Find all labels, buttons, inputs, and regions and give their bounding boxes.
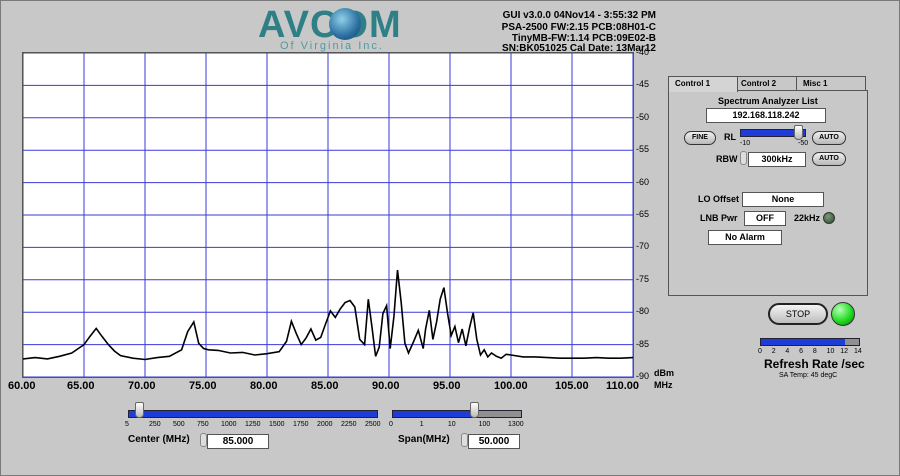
fine-button[interactable]: FINE [684, 131, 716, 145]
center-tick-label: 1500 [269, 421, 285, 428]
x-tick-label: 95.00 [433, 380, 461, 392]
globe-logo-icon [329, 8, 361, 40]
rl-slider-knob[interactable] [794, 125, 803, 140]
sa-temp-label: SA Temp: 45 degC [779, 372, 838, 379]
x-tick-label: 60.00 [8, 380, 36, 392]
refresh-tick-label: 8 [812, 348, 817, 355]
center-tick-label: 1000 [221, 421, 237, 428]
center-tick-label: 2000 [317, 421, 333, 428]
span-slider-track[interactable] [392, 410, 522, 418]
y-tick-label: -50 [636, 111, 650, 122]
x-tick-label: 110.00 [606, 380, 640, 392]
center-stepper[interactable] [200, 433, 207, 447]
refresh-tick-label: 14 [854, 348, 862, 355]
x-tick-label: 90.00 [372, 380, 400, 392]
span-tick-label: 100 [478, 421, 491, 428]
refresh-tick-label: 6 [799, 348, 804, 355]
center-tick-label: 500 [173, 421, 185, 428]
x-tick-label: 80.00 [250, 380, 278, 392]
y-tick-label: -40 [636, 47, 650, 57]
center-field[interactable]: 85.000 [207, 434, 269, 449]
tab-misc-1[interactable]: Misc 1 [796, 76, 866, 91]
refresh-tick-label: 2 [771, 348, 776, 355]
info-psa: PSA-2500 FW:2.15 PCB:08H01-C [501, 22, 656, 33]
tab-control-1[interactable]: Control 1 [668, 76, 738, 92]
span-tick-label: 1 [419, 421, 424, 428]
lo-offset-field[interactable]: None [742, 192, 824, 207]
y-tick-label: -85 [636, 338, 650, 349]
info-version: GUI v3.0.0 04Nov14 - 3:55:32 PM [502, 10, 656, 21]
info-serial: SN:BK051025 Cal Date: 13Mar12 [502, 43, 656, 54]
x-unit-label: MHz [654, 380, 673, 390]
22khz-led-icon [823, 212, 835, 224]
span-tick-label: 1300 [508, 421, 524, 428]
x-tick-label: 100.00 [494, 380, 528, 392]
ip-field[interactable]: 192.168.118.242 [706, 108, 826, 123]
refresh-slider-fill [761, 339, 846, 345]
center-tick-label: 2500 [365, 421, 381, 428]
analyzer-list-label: Spectrum Analyzer List [718, 96, 818, 106]
x-tick-label: 85.00 [311, 380, 339, 392]
y-tick-label: -80 [636, 306, 650, 317]
lnb-pwr-field[interactable]: OFF [744, 211, 786, 226]
span-field[interactable]: 50.000 [468, 434, 520, 449]
x-tick-label: 105.00 [555, 380, 589, 392]
y-tick-label: -60 [636, 176, 650, 187]
span-slider-knob[interactable] [469, 402, 479, 418]
info-tinymb: TinyMB-FW:1.14 PCB:09E02-B [511, 33, 656, 44]
center-slider-track[interactable] [128, 410, 378, 418]
spectrum-plot[interactable] [22, 52, 634, 378]
y-tick-label: -55 [636, 144, 650, 155]
refresh-tick-label: 4 [785, 348, 790, 355]
rl-auto-button[interactable]: AUTO [812, 131, 846, 145]
refresh-tick-label: 12 [840, 348, 849, 355]
y-unit-label: dBm [654, 368, 674, 378]
center-tick-label: 1750 [293, 421, 309, 428]
span-tick-label: 10 [447, 421, 456, 428]
run-status-led-icon [831, 302, 855, 326]
22khz-label: 22kHz [794, 213, 821, 223]
rbw-field[interactable]: 300kHz [748, 152, 806, 167]
x-tick-label: 75.00 [189, 380, 217, 392]
alarm-field: No Alarm [708, 230, 782, 245]
y-tick-label: -70 [636, 241, 650, 252]
lo-offset-label: LO Offset [698, 194, 740, 204]
center-tick-label: 750 [197, 421, 209, 428]
y-tick-label: -45 [636, 79, 650, 90]
center-label: Center (MHz) [128, 434, 190, 445]
rl-slider-track[interactable] [740, 129, 806, 137]
logo-subtitle: Of Virginia Inc. [280, 40, 384, 52]
refresh-rate-label: Refresh Rate /sec [764, 357, 865, 371]
center-tick-label: 1250 [245, 421, 261, 428]
rbw-auto-button[interactable]: AUTO [812, 152, 846, 166]
y-tick-label: -65 [636, 209, 650, 219]
rbw-label: RBW [716, 154, 738, 164]
center-slider-knob[interactable] [135, 402, 145, 418]
spectrum-trace [22, 270, 634, 361]
rbw-stepper[interactable] [740, 151, 747, 165]
rl-max-label: -50 [798, 140, 809, 147]
span-tick-label: 0 [389, 421, 393, 428]
spectrum-svg [22, 52, 634, 378]
x-tick-label: 70.00 [128, 380, 156, 392]
rl-min-label: -10 [740, 140, 751, 147]
stop-button[interactable]: STOP [768, 303, 828, 325]
refresh-tick-label: 0 [758, 348, 762, 355]
refresh-tick-label: 10 [826, 348, 835, 355]
span-stepper[interactable] [461, 433, 468, 447]
center-tick-label: 2250 [341, 421, 357, 428]
y-tick-label: -75 [636, 273, 650, 284]
span-slider-fill [393, 411, 475, 417]
y-tick-label: -90 [636, 371, 650, 381]
center-tick-label: 5 [125, 421, 129, 428]
span-label: Span(MHz) [398, 434, 450, 445]
x-tick-label: 65.00 [67, 380, 95, 392]
rl-label: RL [724, 132, 736, 142]
refresh-slider-track[interactable] [760, 338, 860, 346]
lnb-pwr-label: LNB Pwr [700, 213, 738, 223]
tab-control-2[interactable]: Control 2 [734, 76, 800, 91]
center-tick-label: 250 [149, 421, 161, 428]
